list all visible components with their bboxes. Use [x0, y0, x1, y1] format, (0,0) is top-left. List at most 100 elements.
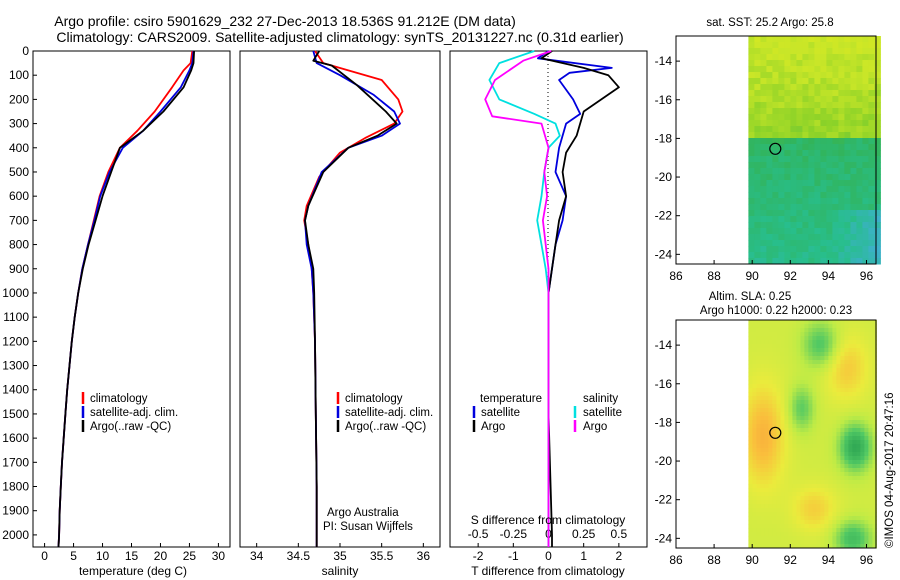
field-cell [840, 484, 845, 489]
field-cell [768, 412, 773, 417]
field-cell [840, 508, 845, 513]
field-cell [808, 376, 813, 381]
field-cell [828, 448, 833, 453]
field-cell [868, 36, 875, 43]
field-cell [872, 524, 877, 529]
field-cell [748, 420, 753, 425]
field-cell [776, 536, 781, 541]
field-cell [800, 512, 805, 517]
field-cell [868, 404, 873, 409]
field-cell [808, 48, 815, 55]
field-cell [832, 66, 839, 73]
field-cell [840, 488, 845, 493]
field-cell [768, 372, 773, 377]
field-cell [796, 96, 803, 103]
field-cell [838, 102, 845, 109]
field-cell [832, 114, 839, 121]
field-cell [788, 320, 793, 325]
field-cell [792, 404, 797, 409]
field-cell [748, 460, 753, 465]
field-cell [872, 464, 877, 469]
field-cell [754, 66, 761, 73]
field-cell [836, 544, 841, 549]
field-cell [832, 448, 837, 453]
field-cell [860, 320, 865, 325]
field-cell [844, 384, 849, 389]
field-cell [780, 464, 785, 469]
field-cell [820, 380, 825, 385]
field-cell [780, 432, 785, 437]
field-cell [796, 42, 803, 49]
field-cell [848, 448, 853, 453]
field-cell [838, 246, 845, 253]
field-cell [784, 504, 789, 509]
field-cell [840, 440, 845, 445]
field-cell [808, 336, 813, 341]
field-cell [756, 412, 761, 417]
field-cell [780, 324, 785, 329]
field-cell [780, 392, 785, 397]
field-cell [752, 336, 757, 341]
field-cell [860, 468, 865, 473]
field-cell [792, 368, 797, 373]
field-cell [804, 456, 809, 461]
field-cell [856, 536, 861, 541]
field-cell [804, 544, 809, 549]
field-cell [872, 448, 877, 453]
field-cell [860, 500, 865, 505]
field-cell [802, 42, 809, 49]
field-cell [816, 320, 821, 325]
field-cell [772, 464, 777, 469]
field-cell [780, 424, 785, 429]
field-cell [838, 180, 845, 187]
field-cell [800, 408, 805, 413]
field-cell [800, 348, 805, 353]
field-cell [766, 48, 773, 55]
field-cell [812, 536, 817, 541]
field-cell [808, 90, 815, 97]
field-cell [874, 90, 881, 97]
field-cell [848, 432, 853, 437]
field-cell [796, 216, 803, 223]
field-cell [848, 400, 853, 405]
field-cell [844, 234, 851, 241]
field-cell [784, 192, 791, 199]
field-cell [820, 356, 825, 361]
field-cell [868, 504, 873, 509]
field-cell [760, 78, 767, 85]
field-cell [836, 472, 841, 477]
field-cell [816, 544, 821, 549]
field-cell [874, 162, 881, 169]
field-cell [764, 380, 769, 385]
field-cell [844, 404, 849, 409]
field-cell [768, 512, 773, 517]
field-cell [852, 340, 857, 345]
field-cell [862, 36, 869, 43]
field-cell [788, 408, 793, 413]
field-cell [874, 210, 881, 217]
field-cell [784, 156, 791, 163]
field-cell [844, 102, 851, 109]
field-cell [788, 440, 793, 445]
field-cell [766, 96, 773, 103]
field-cell [776, 456, 781, 461]
field-cell [836, 384, 841, 389]
field-cell [772, 258, 779, 265]
field-cell [748, 360, 753, 365]
field-cell [788, 524, 793, 529]
field-cell [826, 240, 833, 247]
field-cell [796, 448, 801, 453]
field-cell [748, 234, 755, 241]
field-cell [778, 222, 785, 229]
field-cell [868, 78, 875, 85]
field-cell [754, 222, 761, 229]
field-cell [790, 198, 797, 205]
field-cell [824, 428, 829, 433]
field-cell [852, 416, 857, 421]
field-cell [790, 78, 797, 85]
field-cell [748, 416, 753, 421]
field-cell [826, 72, 833, 79]
field-cell [748, 348, 753, 353]
field-cell [780, 404, 785, 409]
field-cell [768, 496, 773, 501]
